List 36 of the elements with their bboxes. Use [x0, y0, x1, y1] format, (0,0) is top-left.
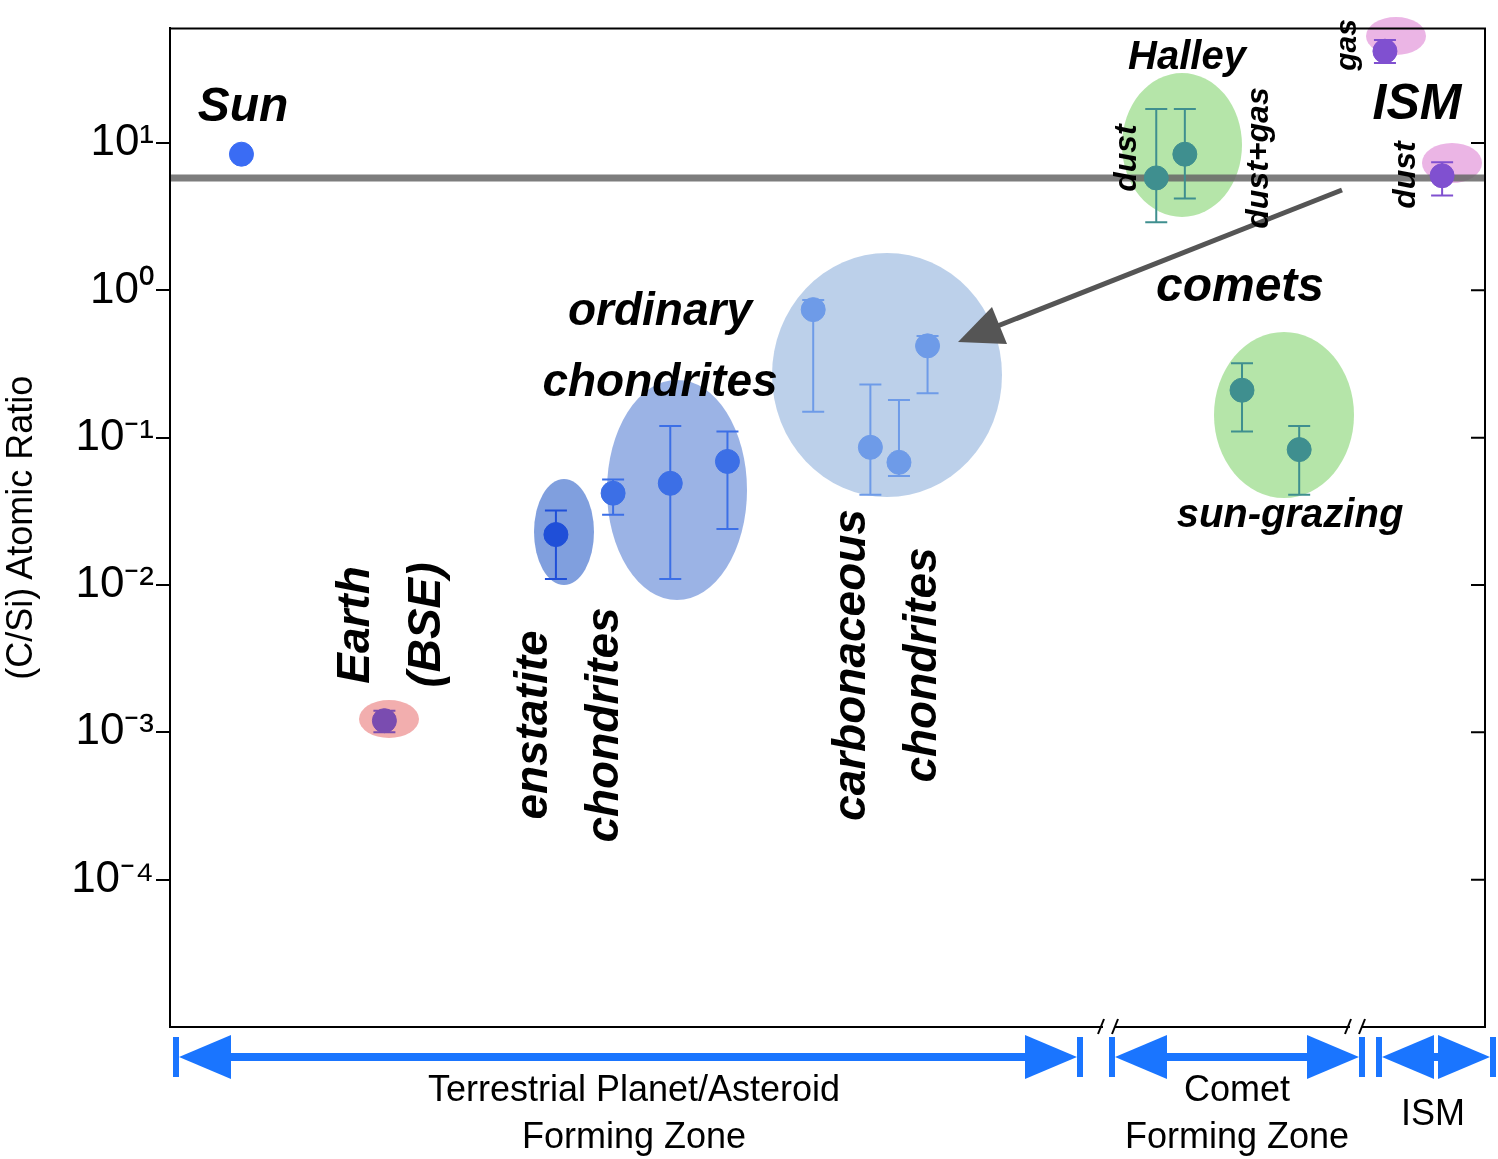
annotation: enstatite chondrites [503, 607, 629, 843]
point [915, 333, 941, 359]
point [543, 522, 569, 548]
y-tick-label: 10⁻⁴ [71, 851, 154, 901]
annotation: comets [1155, 256, 1325, 313]
point [886, 449, 912, 475]
point [800, 297, 826, 323]
annotation: gas [1327, 19, 1363, 71]
annotation: Earth (BSE) [325, 562, 451, 688]
y-tick-label: 10⁻² [75, 557, 154, 607]
annotation: ISM [1372, 73, 1462, 133]
annotation: ordinary chondrites [542, 281, 778, 408]
annotation: carbonaceous chondrites [821, 509, 947, 821]
y-tick-label: 10⁻¹ [75, 409, 154, 459]
point [1143, 165, 1169, 191]
text: Comet Forming Zone [1123, 1067, 1351, 1158]
annotation: dust [1385, 141, 1424, 209]
annotation: dust+gas [1238, 87, 1277, 229]
y-axis-title: (C/Si) Atomic Ratio [0, 375, 40, 680]
point [714, 448, 740, 474]
point [1286, 437, 1312, 463]
point [600, 480, 626, 506]
point [1172, 141, 1198, 167]
annotation: Sun [197, 76, 289, 133]
y-tick-label: 10¹ [90, 115, 154, 165]
point [857, 434, 883, 460]
point [657, 470, 683, 496]
point [1229, 377, 1255, 403]
text: Terrestrial Planet/Asteroid Forming Zone [426, 1067, 842, 1158]
point [228, 141, 254, 167]
annotation: Halley [1128, 32, 1246, 79]
annotation: dust [1106, 124, 1145, 192]
annotation: sun-grazing [1176, 490, 1404, 537]
y-tick-label: 10⁻³ [75, 704, 154, 754]
y-tick-label: 10⁰ [90, 262, 154, 312]
text: ISM [1400, 1090, 1466, 1135]
